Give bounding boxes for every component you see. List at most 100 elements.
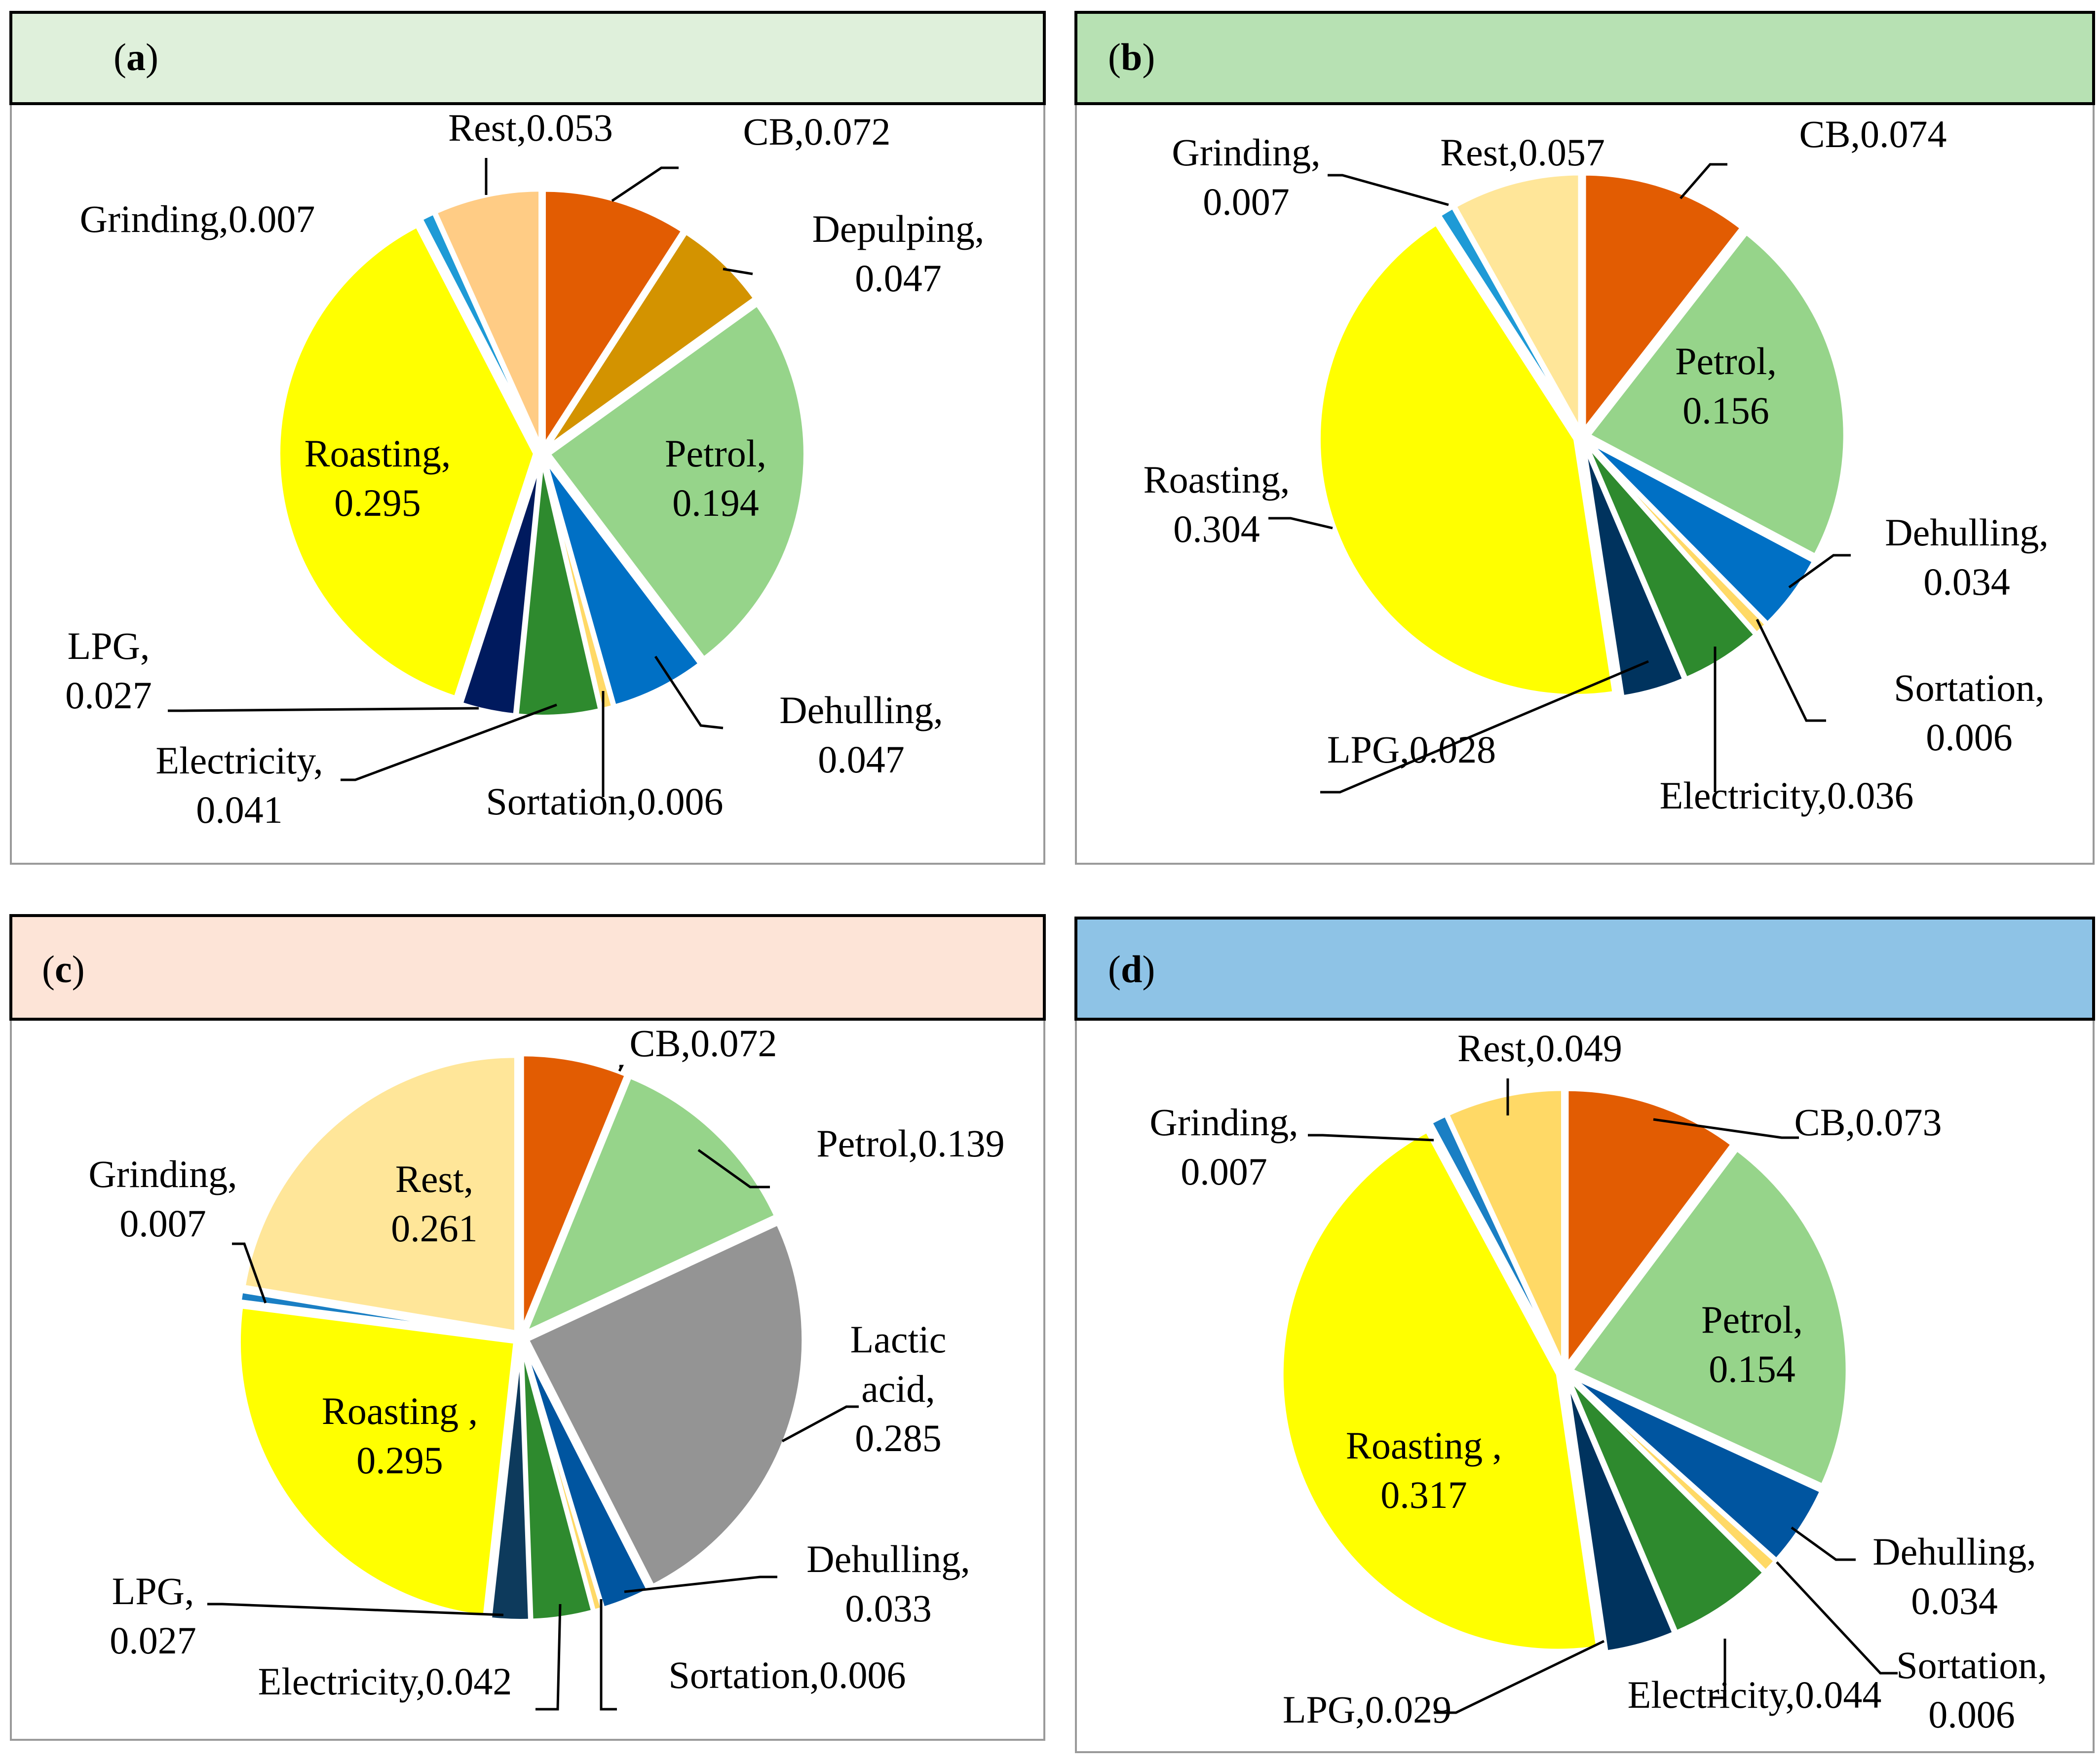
data-label-line: Depulping, <box>812 207 985 250</box>
data-label-line: 0.006 <box>1926 716 2013 759</box>
pie-slice-cb <box>1565 1087 1735 1372</box>
pie-slice-rest <box>1452 171 1582 438</box>
data-label-rest: Rest,0.053 <box>448 106 613 149</box>
data-label-line: 0.047 <box>855 257 942 300</box>
data-label-electricity: Electricity, 0.041 <box>155 739 323 831</box>
panel-a-header <box>9 11 1046 105</box>
data-label-sortation: Sortation,0.006 <box>1896 1644 2047 1736</box>
data-label-line: 0.156 <box>1682 389 1769 432</box>
data-label-line: 0.027 <box>110 1619 196 1662</box>
data-label-line: Dehulling, <box>806 1537 970 1580</box>
pie-slice-dehulling <box>543 458 703 709</box>
leader-line-grinding <box>1308 1134 1434 1142</box>
data-label-lpg: LPG,0.029 <box>1283 1688 1451 1731</box>
pie-slice-cb <box>541 188 686 454</box>
data-label-line: LPG, <box>68 624 150 667</box>
data-label-line: 0.304 <box>1173 507 1260 550</box>
pie-slice-petrol <box>1585 230 1847 559</box>
leader-line-lpg <box>1434 1640 1605 1714</box>
data-label-line: 0.034 <box>1911 1579 1998 1622</box>
data-label-line: Roasting, <box>305 432 451 475</box>
data-label-roasting: Roasting , 0.295 <box>322 1389 478 1482</box>
data-label-dehulling: Dehulling, 0.034 <box>1872 1530 2036 1622</box>
data-label-petrol: Petrol, 0.194 <box>665 432 766 524</box>
panel-d-header <box>1074 917 2095 1021</box>
data-label-petrol: Petrol,0.139 <box>816 1122 1004 1165</box>
data-label-lpg: LPG,0.028 <box>1327 728 1496 771</box>
data-label-line: Electricity,0.044 <box>1628 1673 1882 1716</box>
data-label-line: Grinding, <box>1172 131 1320 174</box>
data-label-line: Rest,0.057 <box>1440 131 1605 174</box>
leader-line-sortation <box>1756 618 1826 722</box>
leader-line-dehulling <box>624 1575 777 1593</box>
leader-line-sortation <box>600 1599 617 1711</box>
data-label-grinding: Grinding,0.007 <box>88 1152 237 1245</box>
leader-line-lpg <box>1320 660 1649 794</box>
data-label-roasting: Roasting, 0.295 <box>305 432 451 524</box>
data-label-line: Sortation,0.006 <box>486 780 724 823</box>
data-label-line: Dehulling, <box>1872 1530 2036 1573</box>
data-label-depulping: Depulping, 0.047 <box>812 207 985 300</box>
pie-slice-roasting <box>1279 1128 1601 1653</box>
data-label-petrol: Petrol, 0.154 <box>1701 1298 1803 1390</box>
pie-slice-lpg <box>458 459 543 718</box>
panel-c: (c) CB,0.072 Petrol,0.139 Lactic acid, 0.285… <box>9 914 1046 1741</box>
data-label-line: 0.154 <box>1709 1347 1795 1390</box>
data-label-grinding: Grinding, 0.007 <box>1172 131 1320 223</box>
leader-line-cb <box>1653 1118 1799 1139</box>
pie-slice-lpg <box>1564 1378 1677 1655</box>
data-label-line: 0.194 <box>672 481 759 524</box>
data-label-electricity: Electricity,0.042 <box>258 1660 512 1703</box>
leader-line-lactic-acid <box>781 1405 859 1443</box>
data-label-line: Rest, <box>395 1157 473 1200</box>
data-label-line: CB,0.074 <box>1799 113 1947 155</box>
pie-slice-lpg <box>488 1344 533 1623</box>
leader-line-petrol <box>697 1149 770 1189</box>
data-label-dehulling: Dehulling, 0.047 <box>779 689 943 781</box>
panel-a: (a) CB,0.072 Depulping, 0.047 Petrol, 0.194 D… <box>9 11 1046 865</box>
panel-b-label: (b) <box>1108 36 1155 78</box>
leader-line-grinding <box>232 1242 267 1304</box>
data-label-line: 0.007 <box>1181 1150 1267 1193</box>
pie-slice-electricity <box>1583 441 1758 682</box>
data-label-line: Petrol, <box>1675 340 1777 383</box>
pie-slice-cb <box>520 1052 629 1332</box>
pie-slice-dehulling <box>1569 1374 1825 1563</box>
data-label-line: LPG,0.029 <box>1283 1688 1451 1731</box>
data-label-line: 0.034 <box>1923 560 2010 603</box>
data-label-roasting: Roasting, 0.304 <box>1144 458 1290 550</box>
pie-slice-rest <box>432 188 543 447</box>
pie-slice-lactic-acid <box>524 1221 806 1589</box>
pie-chart-d: CB,0.073 Petrol, 0.154 Dehulling, 0.034 Sorta… <box>1149 1027 2047 1736</box>
data-label-line: 0.261 <box>391 1207 478 1250</box>
leader-line-electricity <box>341 703 557 781</box>
pie-slice-lpg <box>1581 442 1687 700</box>
data-label-line: 0.006 <box>1928 1693 2015 1736</box>
data-label-line: 0.317 <box>1380 1473 1467 1516</box>
pie-slice-roasting <box>237 1304 518 1619</box>
data-label-line: Petrol, <box>1701 1298 1803 1341</box>
pie-slice-rest <box>1445 1087 1565 1366</box>
data-label-cb: CB,0.072 <box>629 1022 777 1065</box>
data-label-line: Dehulling, <box>779 689 943 731</box>
data-label-line: 0.041 <box>196 788 283 831</box>
leader-line-roasting <box>1268 517 1333 530</box>
data-label-roasting: Roasting , 0.317 <box>1346 1424 1502 1516</box>
data-label-line: Electricity,0.042 <box>258 1660 512 1703</box>
data-label-rest: Rest,0.049 <box>1457 1027 1622 1070</box>
data-label-grinding: Grinding,0.007 <box>1149 1101 1298 1193</box>
data-label-rest: Rest,0.057 <box>1440 131 1605 174</box>
pie-chart-c: CB,0.072 Petrol,0.139 Lactic acid, 0.285 Dehu… <box>88 1022 1005 1711</box>
data-label-line: 0.007 <box>119 1202 206 1245</box>
data-label-line: 0.007 <box>1203 180 1290 223</box>
leader-line-grinding <box>1328 174 1449 206</box>
leader-line-cb <box>618 1065 624 1072</box>
data-label-sortation: Sortation,0.006 <box>486 780 724 823</box>
pie-slice-dehulling <box>1586 439 1817 627</box>
leader-line-electricity <box>535 1604 562 1711</box>
data-label-line: Sortation, <box>1894 666 2045 709</box>
data-label-grinding: Grinding,0.007 <box>80 197 315 240</box>
pie-slice-depulping <box>545 230 758 450</box>
data-label-line: Roasting , <box>1346 1424 1502 1467</box>
